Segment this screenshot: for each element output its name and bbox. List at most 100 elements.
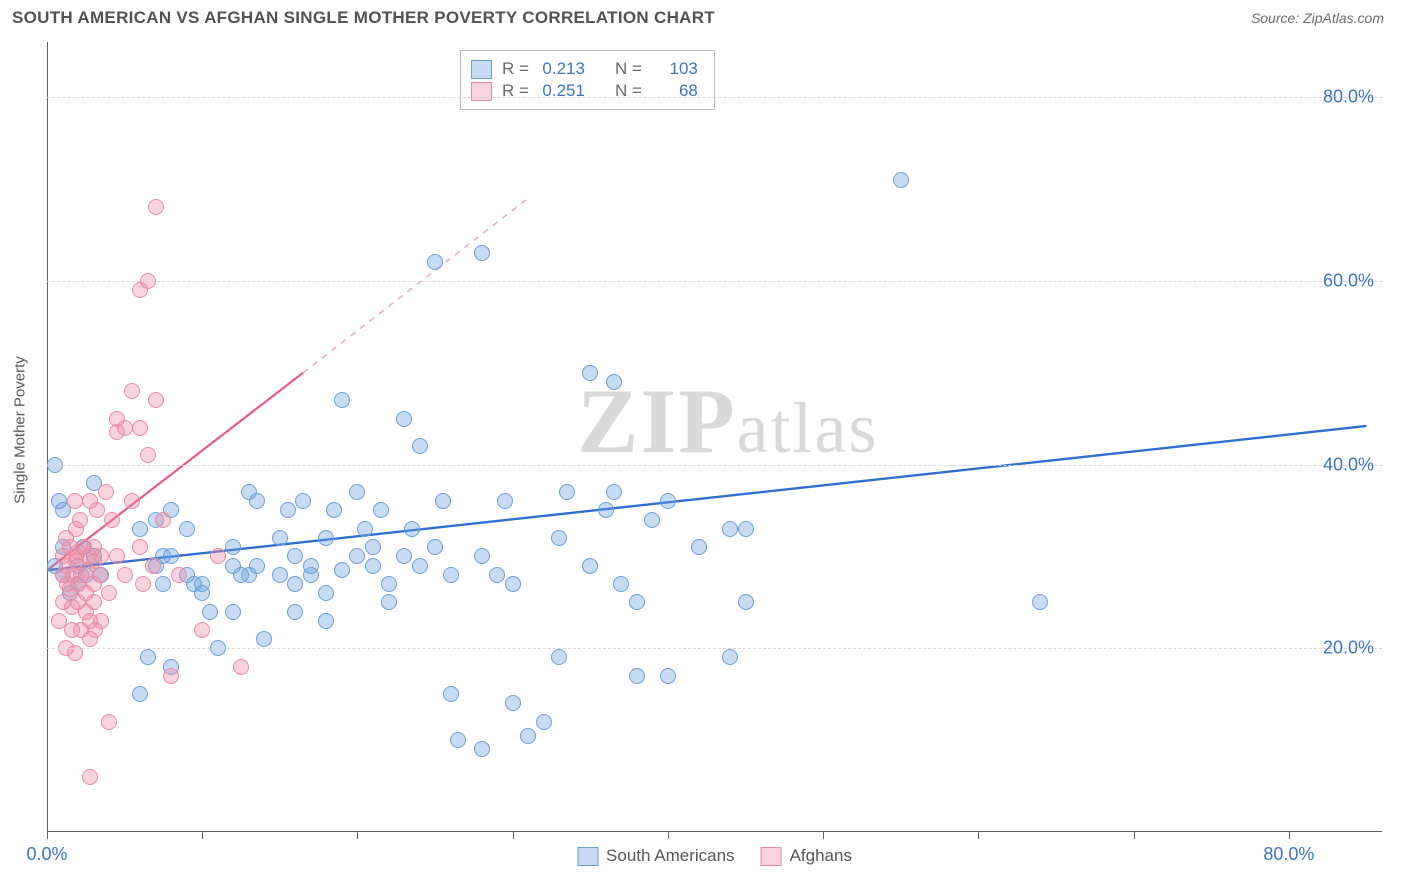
scatter-point-afghans [135, 576, 151, 592]
x-tick [668, 832, 669, 839]
scatter-point-south_americans [179, 521, 195, 537]
scatter-point-afghans [67, 493, 83, 509]
scatter-point-south_americans [660, 668, 676, 684]
scatter-point-south_americans [606, 484, 622, 500]
scatter-point-south_americans [474, 245, 490, 261]
x-tick [978, 832, 979, 839]
y-gridline [47, 648, 1382, 649]
y-gridline [47, 465, 1382, 466]
scatter-point-south_americans [326, 502, 342, 518]
chart-header: SOUTH AMERICAN VS AFGHAN SINGLE MOTHER P… [0, 0, 1406, 32]
scatter-point-south_americans [427, 254, 443, 270]
x-tick [47, 832, 48, 839]
scatter-point-afghans [132, 539, 148, 555]
scatter-point-afghans [233, 659, 249, 675]
scatter-point-afghans [93, 548, 109, 564]
scatter-point-south_americans [381, 594, 397, 610]
scatter-point-afghans [132, 420, 148, 436]
scatter-point-afghans [148, 392, 164, 408]
y-gridline [47, 97, 1382, 98]
legend-item-afghans: Afghans [761, 846, 852, 866]
scatter-point-afghans [82, 769, 98, 785]
scatter-point-south_americans [280, 502, 296, 518]
scatter-point-south_americans [412, 438, 428, 454]
stats-row-south-americans: R = 0.213 N = 103 [471, 58, 698, 80]
scatter-point-afghans [104, 512, 120, 528]
scatter-point-south_americans [489, 567, 505, 583]
x-tick [823, 832, 824, 839]
swatch [761, 847, 782, 866]
x-tick [202, 832, 203, 839]
stats-row-afghans: R = 0.251 N = 68 [471, 80, 698, 102]
scatter-point-south_americans [474, 548, 490, 564]
scatter-point-south_americans [295, 493, 311, 509]
scatter-point-south_americans [373, 502, 389, 518]
scatter-point-afghans [163, 668, 179, 684]
scatter-point-south_americans [194, 585, 210, 601]
scatter-point-afghans [89, 502, 105, 518]
scatter-point-afghans [93, 613, 109, 629]
scatter-point-south_americans [225, 604, 241, 620]
x-tick [357, 832, 358, 839]
scatter-point-south_americans [505, 695, 521, 711]
scatter-point-south_americans [357, 521, 373, 537]
scatter-point-south_americans [450, 732, 466, 748]
trend-lines-layer [47, 42, 1382, 832]
x-tick [1289, 832, 1290, 839]
scatter-point-south_americans [272, 567, 288, 583]
scatter-point-south_americans [256, 631, 272, 647]
scatter-point-south_americans [396, 548, 412, 564]
scatter-point-south_americans [551, 530, 567, 546]
x-tick-label: 0.0% [26, 844, 67, 865]
scatter-point-afghans [145, 558, 161, 574]
scatter-point-south_americans [365, 539, 381, 555]
y-tick-label: 80.0% [1323, 87, 1374, 108]
scatter-point-south_americans [1032, 594, 1048, 610]
scatter-point-south_americans [272, 530, 288, 546]
scatter-point-south_americans [404, 521, 420, 537]
swatch [471, 60, 492, 79]
scatter-point-afghans [117, 567, 133, 583]
scatter-point-afghans [109, 548, 125, 564]
y-gridline [47, 281, 1382, 282]
scatter-point-south_americans [287, 548, 303, 564]
scatter-point-south_americans [629, 594, 645, 610]
scatter-point-afghans [140, 447, 156, 463]
scatter-point-south_americans [349, 484, 365, 500]
scatter-point-south_americans [598, 502, 614, 518]
scatter-point-south_americans [738, 521, 754, 537]
scatter-point-south_americans [249, 493, 265, 509]
scatter-point-south_americans [396, 411, 412, 427]
scatter-point-south_americans [318, 530, 334, 546]
scatter-point-south_americans [412, 558, 428, 574]
scatter-point-afghans [155, 512, 171, 528]
scatter-point-south_americans [163, 548, 179, 564]
scatter-point-south_americans [225, 539, 241, 555]
y-tick-label: 60.0% [1323, 270, 1374, 291]
scatter-point-afghans [92, 567, 108, 583]
scatter-point-south_americans [427, 539, 443, 555]
scatter-point-south_americans [349, 548, 365, 564]
scatter-point-south_americans [738, 594, 754, 610]
scatter-point-south_americans [365, 558, 381, 574]
scatter-point-south_americans [497, 493, 513, 509]
scatter-point-south_americans [443, 567, 459, 583]
scatter-point-south_americans [582, 365, 598, 381]
scatter-point-south_americans [505, 576, 521, 592]
scatter-point-afghans [98, 484, 114, 500]
scatter-point-afghans [101, 714, 117, 730]
x-tick [1134, 832, 1135, 839]
scatter-point-south_americans [644, 512, 660, 528]
scatter-point-south_americans [474, 741, 490, 757]
y-axis-title: Single Mother Poverty [12, 356, 29, 504]
scatter-point-afghans [86, 594, 102, 610]
x-tick-label: 80.0% [1263, 844, 1314, 865]
scatter-point-afghans [67, 645, 83, 661]
scatter-point-south_americans [606, 374, 622, 390]
scatter-point-south_americans [318, 613, 334, 629]
swatch [577, 847, 598, 866]
scatter-point-south_americans [629, 668, 645, 684]
scatter-point-south_americans [613, 576, 629, 592]
y-tick-label: 40.0% [1323, 454, 1374, 475]
scatter-point-south_americans [132, 686, 148, 702]
